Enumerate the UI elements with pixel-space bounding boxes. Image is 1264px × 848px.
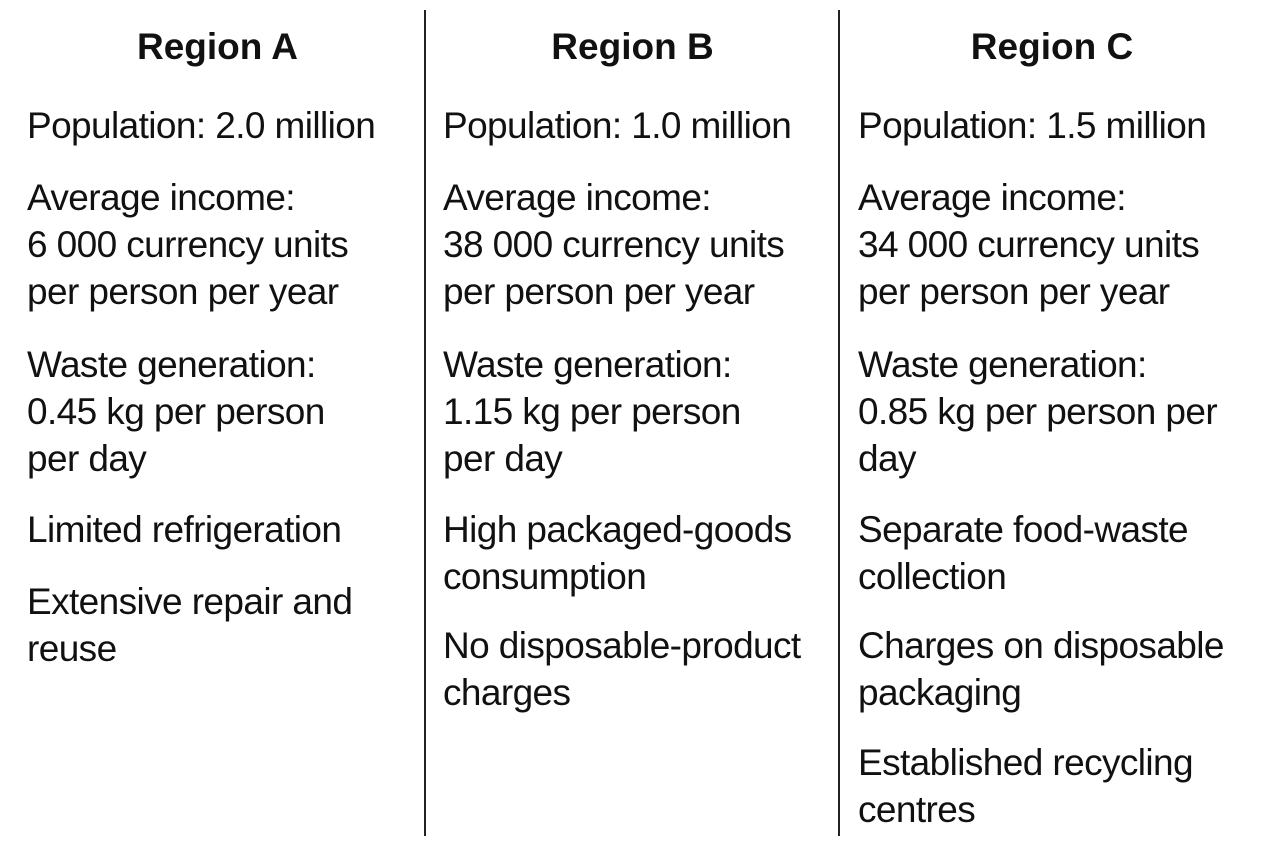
feature-entry: Charges on disposable packaging <box>858 625 1224 713</box>
population-entry: Population: 1.5 million <box>858 105 1207 146</box>
region-column-a: Region A Population: 2.0 million Average… <box>0 0 425 848</box>
waste-entry: Waste generation: 0.85 kg per person per… <box>858 344 1218 479</box>
feature-entry: Established recycling centres <box>858 742 1194 830</box>
income-entry: Average income: 6 000 currency units per… <box>27 177 349 312</box>
region-header: Region C <box>970 26 1134 67</box>
population-entry: Population: 1.0 million <box>443 105 792 146</box>
waste-entry: Waste generation: 1.15 kg per person per… <box>443 344 741 479</box>
column-divider <box>838 10 840 836</box>
population-entry: Population: 2.0 million <box>27 105 376 146</box>
income-entry: Average income: 38 000 currency units pe… <box>443 177 785 312</box>
feature-entry: Extensive repair and reuse <box>27 581 353 669</box>
feature-entry: Separate food-waste collection <box>858 509 1189 597</box>
income-entry: Average income: 34 000 currency units pe… <box>858 177 1200 312</box>
waste-entry: Waste generation: 0.45 kg per person per… <box>27 344 325 479</box>
feature-entry: Limited refrigeration <box>27 509 342 550</box>
region-header: Region A <box>136 26 298 67</box>
region-header: Region B <box>551 26 714 67</box>
feature-entry: No disposable-product charges <box>443 625 801 713</box>
column-divider <box>424 10 426 836</box>
region-column-c: Region C Population: 1.5 million Average… <box>840 0 1264 848</box>
region-column-b: Region B Population: 1.0 million Average… <box>425 0 840 848</box>
feature-entry: High packaged-goods consumption <box>443 509 792 597</box>
